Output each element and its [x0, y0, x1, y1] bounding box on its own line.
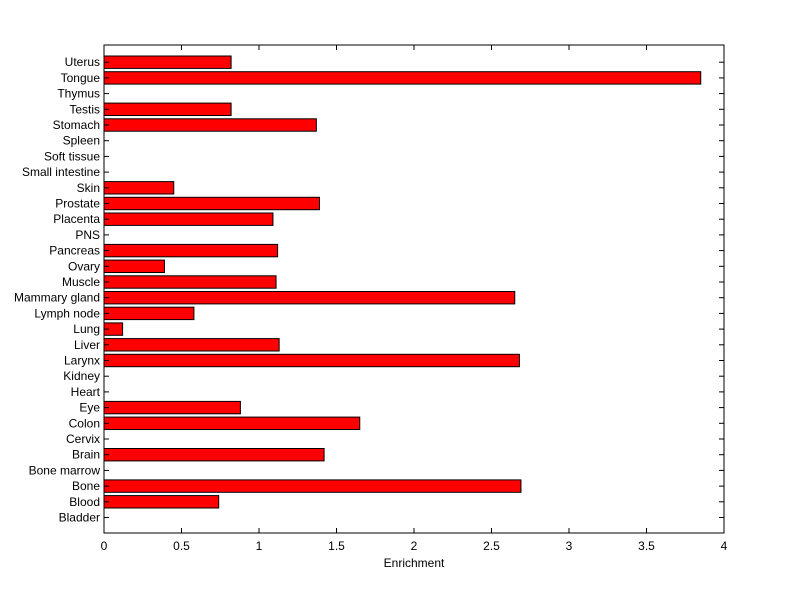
y-tick-label-pancreas: Pancreas — [49, 244, 100, 258]
bar-blood — [103, 495, 220, 509]
y-tick-label-placenta: Placenta — [53, 212, 100, 226]
y-tick-label-lymph-node: Lymph node — [34, 306, 100, 320]
bar-bone — [103, 479, 522, 493]
y-tick-label-colon: Colon — [69, 416, 100, 430]
y-tick-label-lung: Lung — [73, 322, 100, 336]
y-tick-label-bone-marrow: Bone marrow — [29, 463, 101, 477]
x-tick-label: 1.5 — [328, 539, 345, 553]
y-tick-label-pns: PNS — [75, 228, 100, 242]
y-tick-label-tongue: Tongue — [61, 71, 101, 85]
bar-brain — [103, 448, 325, 462]
y-tick-label-thymus: Thymus — [57, 87, 100, 101]
bar-ovary — [103, 259, 165, 274]
x-tick-label: 0.5 — [173, 539, 190, 553]
y-tick-label-cervix: Cervix — [66, 432, 100, 446]
x-tick-label: 0 — [101, 539, 108, 553]
y-tick-label-spleen: Spleen — [63, 134, 100, 148]
y-tick-label-brain: Brain — [72, 448, 100, 462]
y-tick-label-liver: Liver — [74, 338, 100, 352]
bar-tongue — [103, 71, 702, 85]
bar-colon — [103, 416, 361, 431]
x-tick-label: 3.5 — [638, 539, 655, 553]
y-tick-label-bladder: Bladder — [59, 511, 100, 525]
x-tick-label: 3 — [566, 539, 573, 553]
y-tick-label-mammary-gland: Mammary gland — [14, 291, 100, 305]
x-axis-title: Enrichment — [384, 556, 445, 570]
bar-uterus — [103, 55, 232, 69]
y-tick-label-eye: Eye — [79, 401, 100, 415]
y-tick-label-prostate: Prostate — [55, 197, 100, 211]
bar-liver — [103, 338, 280, 352]
bar-lymph-node — [103, 306, 195, 321]
y-tick-label-soft-tissue: Soft tissue — [44, 149, 100, 163]
x-tick-label: 1 — [256, 539, 263, 553]
axes-box — [103, 44, 725, 534]
y-tick-label-small-intestine: Small intestine — [22, 165, 100, 179]
y-tick-label-stomach: Stomach — [53, 118, 100, 132]
y-tick-label-uterus: Uterus — [65, 55, 100, 69]
bar-pancreas — [103, 243, 279, 258]
y-tick-label-ovary: Ovary — [68, 259, 100, 273]
bar-testis — [103, 102, 232, 116]
x-tick-label: 4 — [721, 539, 728, 553]
x-tick-label: 2.5 — [483, 539, 500, 553]
y-tick-label-bone: Bone — [72, 479, 100, 493]
y-tick-label-heart: Heart — [71, 385, 101, 399]
y-tick-label-skin: Skin — [77, 181, 100, 195]
y-tick-label-blood: Blood — [69, 495, 100, 509]
bar-muscle — [103, 275, 277, 289]
y-tick-label-testis: Testis — [69, 102, 100, 116]
bar-stomach — [103, 118, 317, 132]
bar-prostate — [103, 196, 320, 211]
bar-eye — [103, 400, 241, 415]
y-tick-label-larynx: Larynx — [64, 354, 100, 368]
bar-skin — [103, 181, 175, 195]
bar-larynx — [103, 353, 520, 368]
x-tick-label: 2 — [411, 539, 418, 553]
y-tick-label-muscle: Muscle — [62, 275, 100, 289]
bar-placenta — [103, 212, 274, 226]
y-tick-label-kidney: Kidney — [63, 369, 100, 383]
bar-mammary-gland — [103, 291, 516, 305]
